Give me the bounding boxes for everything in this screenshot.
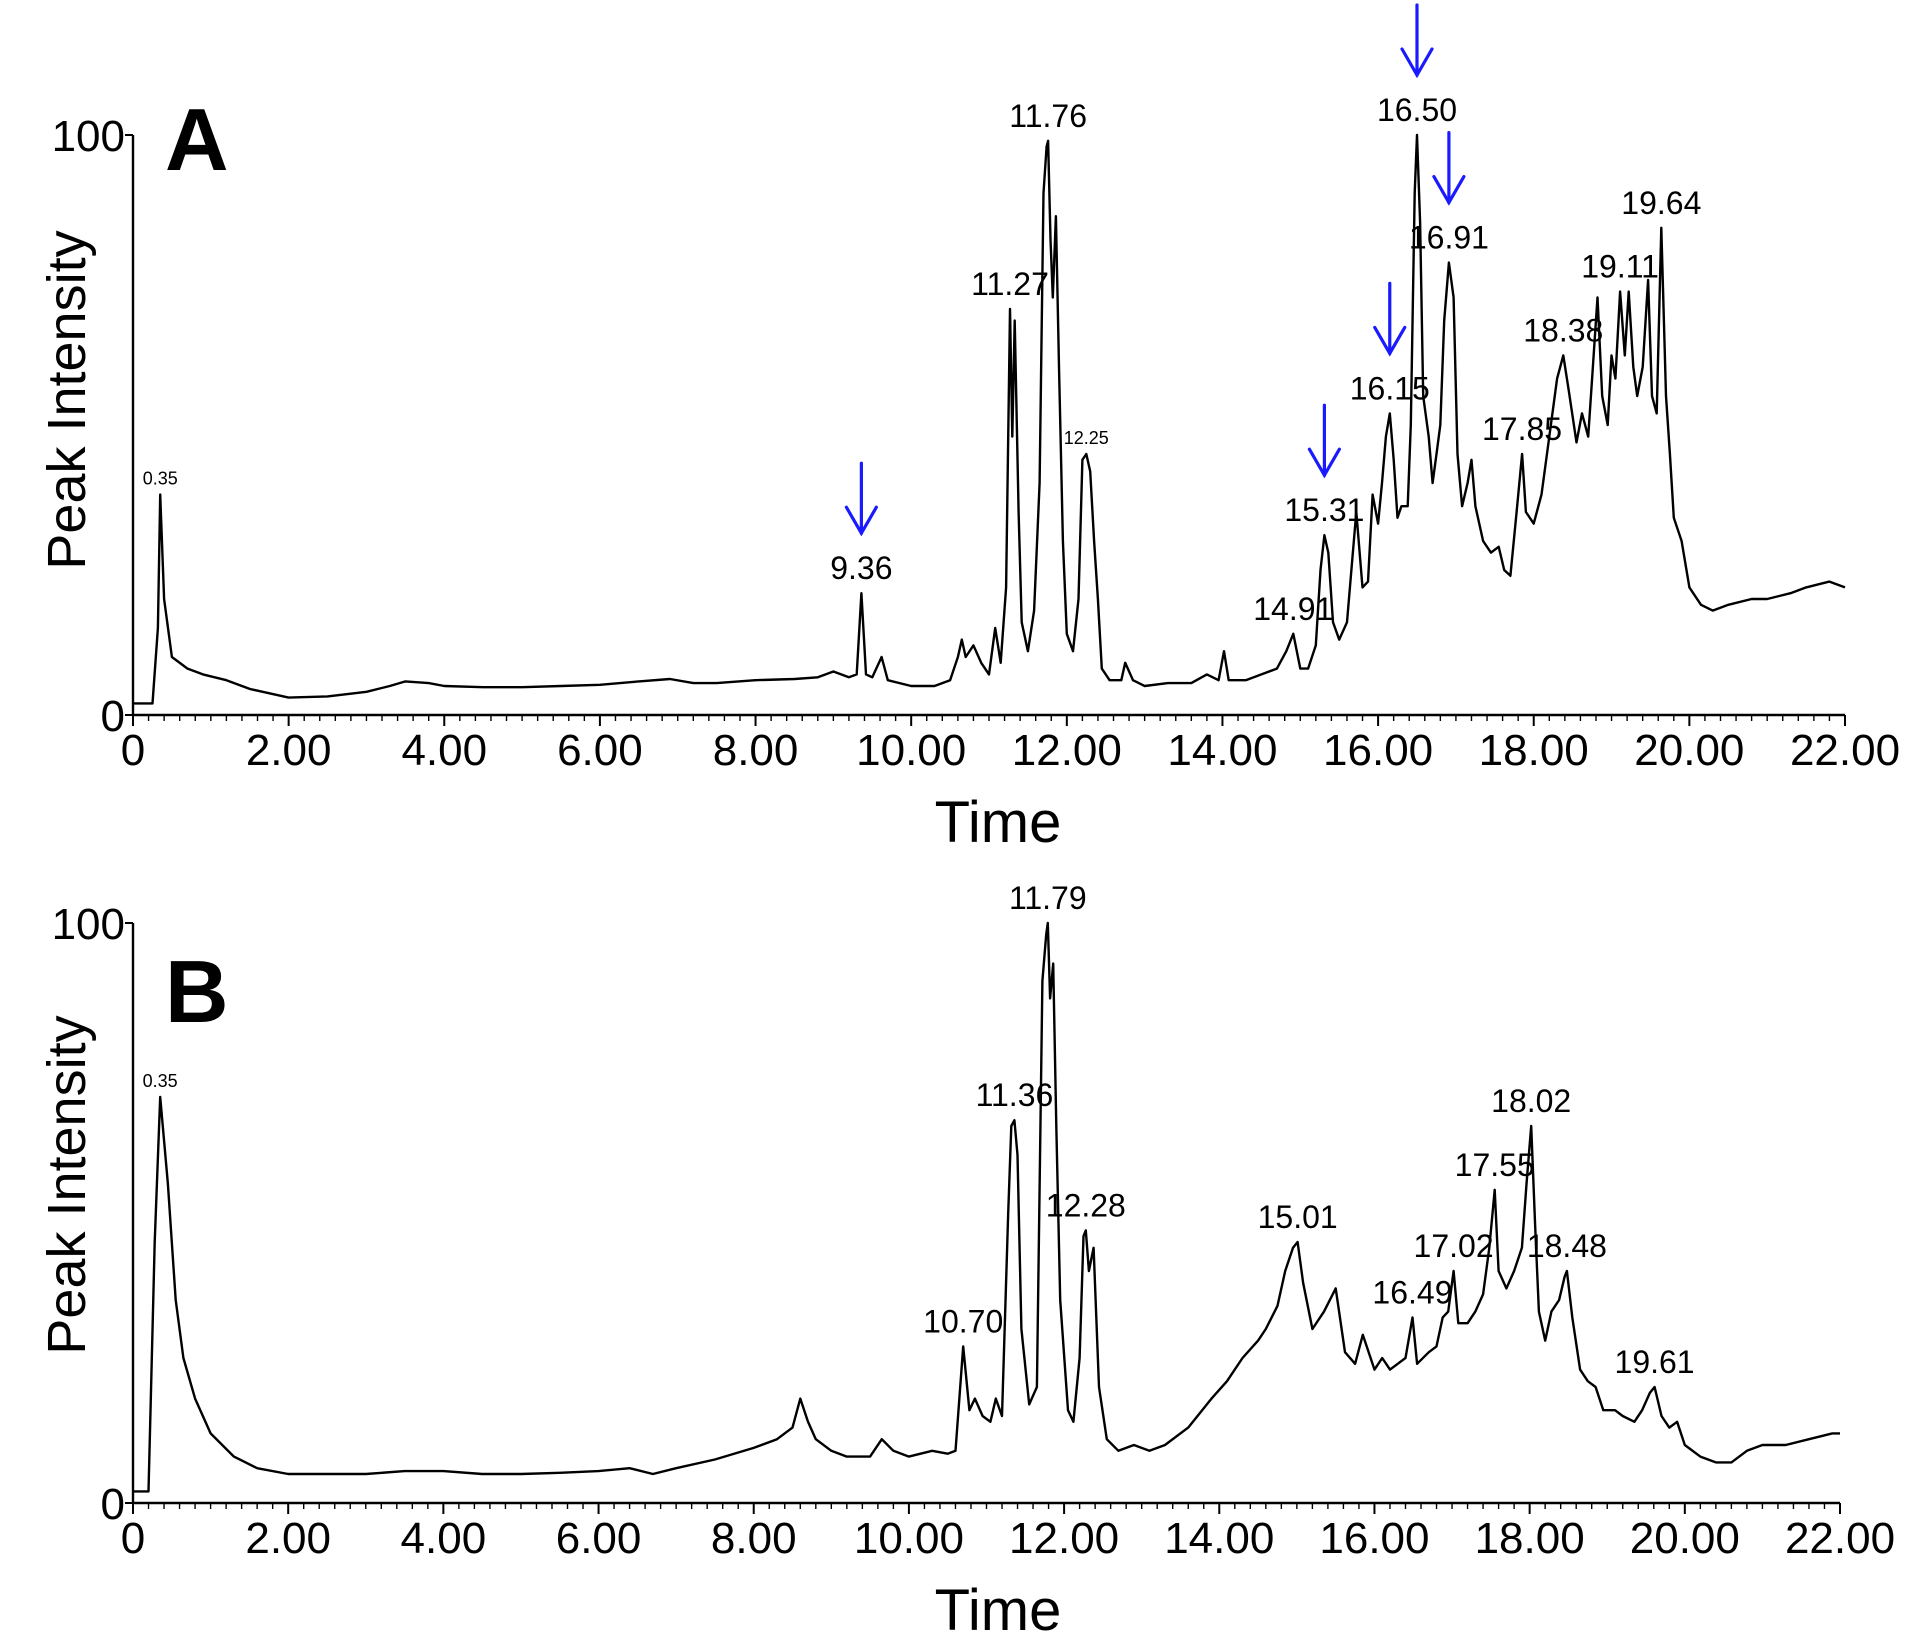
peak-label: 19.64 [1621,185,1701,221]
x-tick-label: 0 [121,726,145,775]
peak-label: 18.48 [1527,1228,1607,1264]
y-axis-title-b: Peak Intensity [37,1015,97,1354]
peak-label: 0.35 [143,1071,178,1091]
x-tick-label: 20.00 [1634,726,1744,775]
peak-label: 14.91 [1253,591,1333,627]
y-tick-label: 100 [52,900,125,949]
panel-label-b: B [165,942,229,1041]
peak-label: 18.02 [1491,1083,1571,1119]
peak-label: 11.36 [976,1077,1054,1113]
x-tick-label: 18.00 [1479,726,1589,775]
peak-label: 16.49 [1372,1274,1452,1310]
peak-label: 12.25 [1064,428,1109,448]
x-tick-label: 14.00 [1164,1514,1274,1563]
panel-label-a: A [165,90,229,189]
peak-label: 12.28 [1046,1187,1126,1223]
x-tick-label: 2.00 [245,1514,331,1563]
y-axis-title-a: Peak Intensity [37,230,97,569]
x-axis-title-a: Time [935,790,1062,855]
x-tick-label: 14.00 [1167,726,1277,775]
peak-label: 18.38 [1523,312,1603,348]
peak-label: 19.61 [1615,1344,1695,1380]
x-tick-label: 10.00 [856,726,966,775]
x-tick-label: 10.00 [854,1514,964,1563]
peak-arrow-icon [1432,131,1466,206]
peak-label: 19.11 [1581,249,1659,285]
x-tick-label: 6.00 [557,726,643,775]
peak-label: 9.36 [830,550,892,586]
peak-label: 11.76 [1009,98,1087,134]
x-tick-label: 8.00 [711,1514,797,1563]
chromatogram-trace-b [133,921,1840,1493]
x-tick-label: 20.00 [1630,1514,1740,1563]
x-tick-label: 4.00 [401,726,487,775]
peak-label: 10.70 [923,1303,1003,1339]
peak-label: 11.79 [1009,880,1087,916]
x-tick-label: 12.00 [1009,1514,1119,1563]
chart-panel-a: A Peak Intensity Time 0 2.00 4.00 6.00 8.00 1… [37,3,1900,855]
x-tick-label: 18.00 [1475,1514,1585,1563]
y-tick-label: 100 [52,112,125,161]
x-tick-label: 0 [121,1514,145,1563]
peak-label: 16.15 [1350,370,1430,406]
x-tick-label: 2.00 [246,726,332,775]
peak-label: 0.35 [143,469,178,489]
x-tick-label: 16.00 [1319,1514,1429,1563]
peak-label: 17.85 [1482,411,1562,447]
x-tick-label: 4.00 [401,1514,487,1563]
chart-panel-b: B Peak Intensity Time 0 2.00 4.00 6.00 8.00 1… [37,880,1895,1643]
x-tick-label: 22.00 [1785,1514,1895,1563]
peak-arrow-icon [844,461,878,537]
x-tick-label: 8.00 [713,726,799,775]
x-tick-label: 12.00 [1012,726,1122,775]
peak-label: 15.01 [1258,1199,1338,1235]
peak-label: 17.55 [1455,1147,1535,1183]
x-tick-label: 22.00 [1790,726,1900,775]
peak-arrow-icon [1307,403,1341,479]
chromatogram-trace-a [133,133,1846,705]
peak-label: 15.31 [1284,492,1364,528]
x-tick-label: 16.00 [1323,726,1433,775]
x-axis-title-b: Time [935,1578,1062,1643]
peak-label: 16.91 [1409,220,1489,256]
peak-arrow-icon [1400,3,1434,79]
x-tick-label: 6.00 [556,1514,642,1563]
peak-label: 11.27 [971,266,1049,302]
peak-label: 17.02 [1414,1228,1494,1264]
peak-label: 16.50 [1377,92,1457,128]
y-tick-label: 0 [101,692,125,741]
peak-arrow-icon [1373,281,1407,357]
y-tick-label: 0 [101,1480,125,1529]
